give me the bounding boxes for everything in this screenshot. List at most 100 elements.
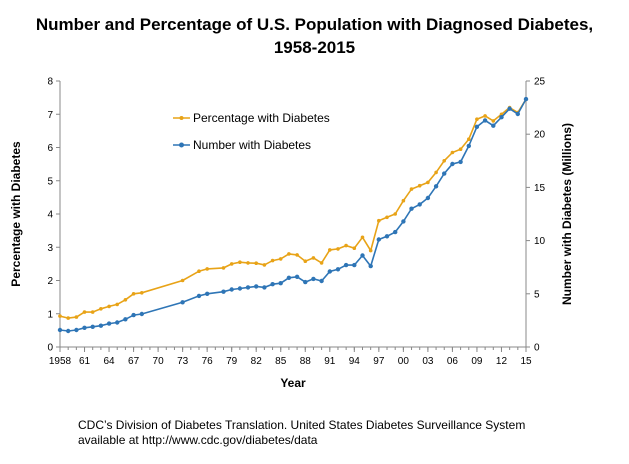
number-data-point bbox=[384, 234, 390, 239]
number-data-point bbox=[376, 237, 381, 242]
percentage-data-point bbox=[221, 266, 226, 270]
series-layer bbox=[57, 96, 529, 334]
legend-marker-percentage bbox=[179, 116, 184, 120]
percentage-data-point bbox=[328, 248, 332, 252]
y-left-tick-label: 5 bbox=[47, 176, 53, 187]
percentage-data-point bbox=[295, 253, 299, 257]
number-data-point bbox=[327, 269, 332, 274]
x-tick-label: 88 bbox=[300, 356, 312, 367]
number-data-point bbox=[66, 328, 71, 334]
percentage-data-point bbox=[491, 119, 496, 123]
number-data-point bbox=[393, 229, 398, 235]
number-data-point bbox=[286, 275, 292, 280]
number-data-point bbox=[82, 325, 87, 330]
x-tick-label: 12 bbox=[496, 356, 508, 367]
number-data-point bbox=[229, 287, 234, 292]
percentage-data-point bbox=[107, 304, 111, 309]
x-tick-label: 94 bbox=[349, 356, 361, 367]
number-data-point bbox=[180, 300, 185, 305]
number-data-point bbox=[458, 159, 463, 165]
percentage-data-point bbox=[426, 180, 430, 185]
percentage-data-point bbox=[180, 278, 185, 283]
number-data-point bbox=[221, 289, 226, 294]
percentage-data-point bbox=[205, 267, 209, 271]
percentage-data-point bbox=[311, 256, 316, 260]
percentage-data-point bbox=[319, 261, 324, 265]
number-data-point bbox=[90, 324, 95, 329]
percentage-data-point bbox=[467, 137, 471, 141]
number-data-point bbox=[433, 184, 439, 189]
y-left-tick-label: 7 bbox=[47, 110, 53, 121]
y-left-tick-label: 8 bbox=[47, 77, 53, 88]
percentage-data-point bbox=[254, 261, 258, 266]
percentage-data-point bbox=[417, 183, 422, 188]
percentage-data-point bbox=[115, 302, 119, 307]
percentage-data-point bbox=[401, 198, 406, 203]
number-data-point bbox=[335, 267, 341, 272]
x-tick-label: 73 bbox=[177, 356, 189, 367]
legend-label-number: Number with Diabetes bbox=[193, 138, 311, 152]
percentage-data-point bbox=[352, 246, 357, 250]
x-tick-label: 06 bbox=[447, 356, 459, 367]
y-left-tick-label: 3 bbox=[47, 243, 53, 254]
number-data-point bbox=[343, 262, 349, 268]
x-tick-label: 97 bbox=[373, 356, 385, 367]
number-data-point bbox=[115, 320, 120, 325]
percentage-data-point bbox=[393, 212, 398, 216]
number-data-point bbox=[352, 262, 357, 268]
number-data-point bbox=[205, 291, 210, 296]
x-tick-label: 70 bbox=[153, 356, 165, 367]
percentage-data-point bbox=[409, 187, 414, 191]
y-left-tick-label: 1 bbox=[47, 309, 53, 320]
percentage-data-point bbox=[303, 259, 308, 264]
source-line-2: available at http://www.cdc.gov/diabetes… bbox=[78, 433, 318, 447]
number-data-point bbox=[499, 115, 504, 120]
source-line-1: CDC’s Division of Diabetes Translation. … bbox=[78, 418, 526, 432]
number-data-point bbox=[106, 321, 112, 326]
y-right-tick-label: 25 bbox=[534, 77, 546, 88]
number-data-point bbox=[515, 111, 520, 117]
percentage-data-point bbox=[197, 269, 201, 274]
percentage-data-point bbox=[483, 114, 487, 118]
percentage-data-point bbox=[74, 315, 79, 319]
percentage-data-point bbox=[140, 291, 144, 295]
y-right-tick-label: 10 bbox=[534, 236, 546, 247]
x-tick-label: 03 bbox=[422, 356, 434, 367]
percentage-data-point bbox=[123, 298, 128, 302]
number-data-point bbox=[425, 195, 431, 201]
number-data-point bbox=[401, 219, 406, 224]
number-data-point bbox=[466, 143, 471, 149]
x-tick-label: 85 bbox=[275, 356, 287, 367]
number-data-point bbox=[123, 317, 128, 322]
number-data-point bbox=[131, 312, 136, 318]
percentage-data-point bbox=[368, 248, 373, 253]
y-left-tick-label: 2 bbox=[47, 276, 53, 287]
percentage-data-point bbox=[246, 261, 250, 265]
number-data-point bbox=[74, 327, 79, 333]
percentage-data-point bbox=[287, 252, 291, 256]
x-tick-label: 67 bbox=[128, 356, 140, 367]
percentage-data-point bbox=[377, 218, 381, 223]
y-right-tick-label: 5 bbox=[534, 289, 540, 300]
x-axis-title: Year bbox=[280, 376, 306, 390]
x-tick-label: 91 bbox=[324, 356, 336, 367]
number-data-point bbox=[360, 253, 365, 258]
x-tick-label: 15 bbox=[520, 356, 532, 367]
chart-title-line-2: 1958-2015 bbox=[273, 38, 356, 57]
chart-title-line-1: Number and Percentage of U.S. Population… bbox=[35, 15, 594, 34]
number-data-point bbox=[450, 161, 455, 167]
legend-marker-number bbox=[179, 142, 184, 148]
number-data-point bbox=[442, 171, 447, 176]
y-left-tick-label: 4 bbox=[47, 210, 53, 221]
number-data-point bbox=[507, 106, 512, 111]
percentage-data-point bbox=[450, 150, 455, 155]
percentage-data-point bbox=[238, 260, 242, 265]
number-data-point bbox=[278, 281, 283, 286]
percentage-data-point bbox=[360, 235, 365, 240]
number-data-point bbox=[245, 285, 251, 290]
number-data-point bbox=[237, 286, 243, 291]
percentage-data-point bbox=[82, 310, 87, 314]
number-series-line bbox=[59, 98, 527, 332]
percentage-data-point bbox=[385, 215, 389, 220]
y-left-tick-label: 0 bbox=[47, 343, 53, 354]
